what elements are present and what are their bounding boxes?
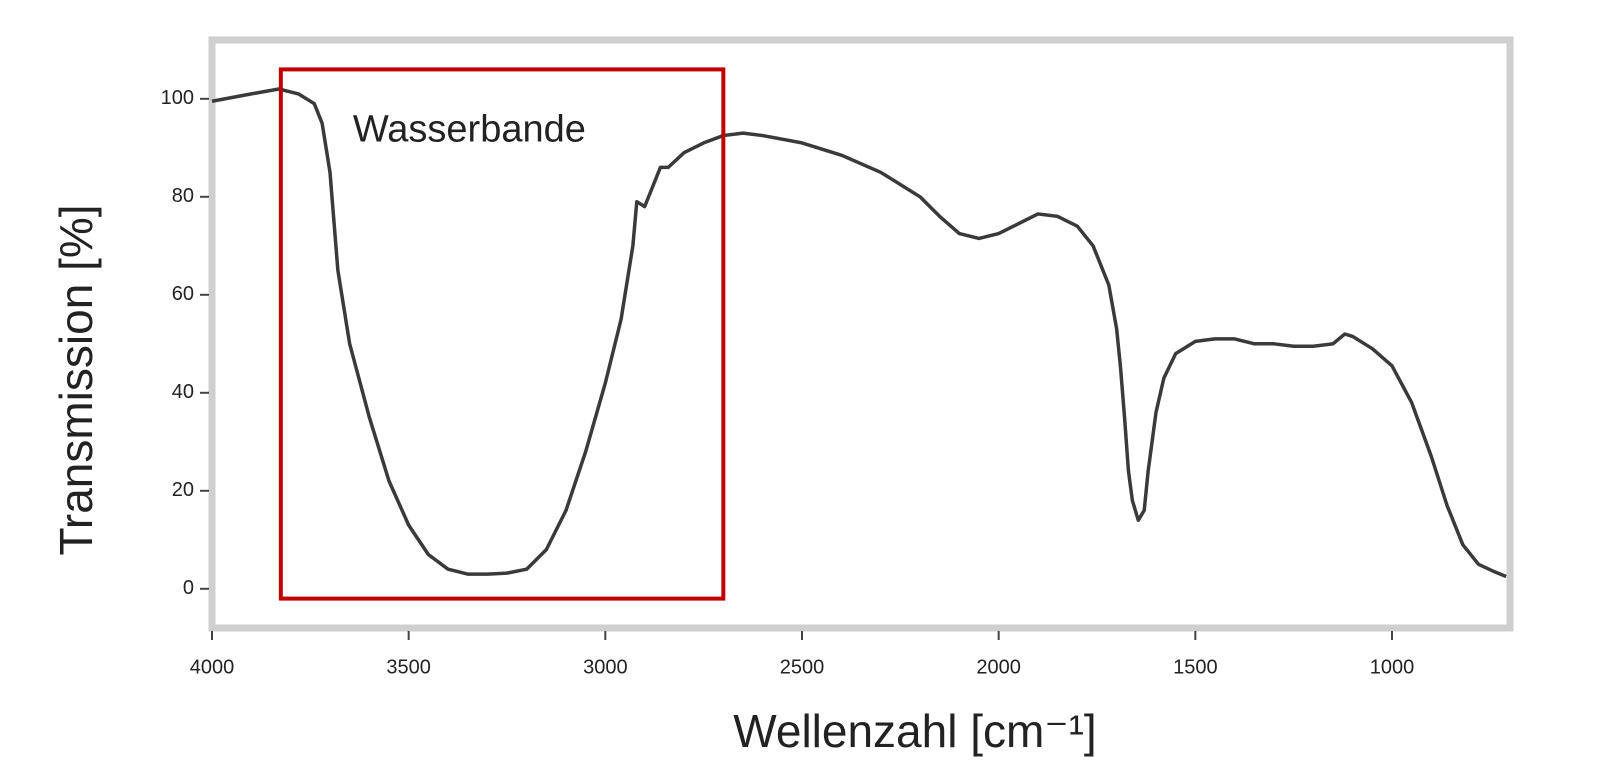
y-tick-label: 0 [183, 577, 194, 599]
y-tick-label: 80 [172, 185, 194, 207]
x-tick-label: 3000 [583, 656, 628, 678]
x-axis-title: Wellenzahl [cm⁻¹] [733, 705, 1096, 757]
x-tick-label: 1000 [1370, 656, 1415, 678]
x-tick-label: 1500 [1173, 656, 1218, 678]
x-tick-label: 2500 [780, 656, 825, 678]
plot-frame [208, 36, 1514, 632]
spectrum-line [211, 87, 1507, 579]
y-tick-label: 100 [161, 87, 194, 109]
y-axis-title: Transmission [%] [50, 204, 102, 555]
x-tick-label: 2000 [976, 656, 1021, 678]
x-tick-label: 3500 [386, 656, 431, 678]
y-tick-label: 60 [172, 283, 194, 305]
annotation-box [278, 67, 726, 601]
y-tick-label: 20 [172, 479, 194, 501]
x-tick-label: 4000 [190, 656, 235, 678]
y-tick-label: 40 [172, 381, 194, 403]
annotation-label: Wasserbande [353, 108, 586, 150]
